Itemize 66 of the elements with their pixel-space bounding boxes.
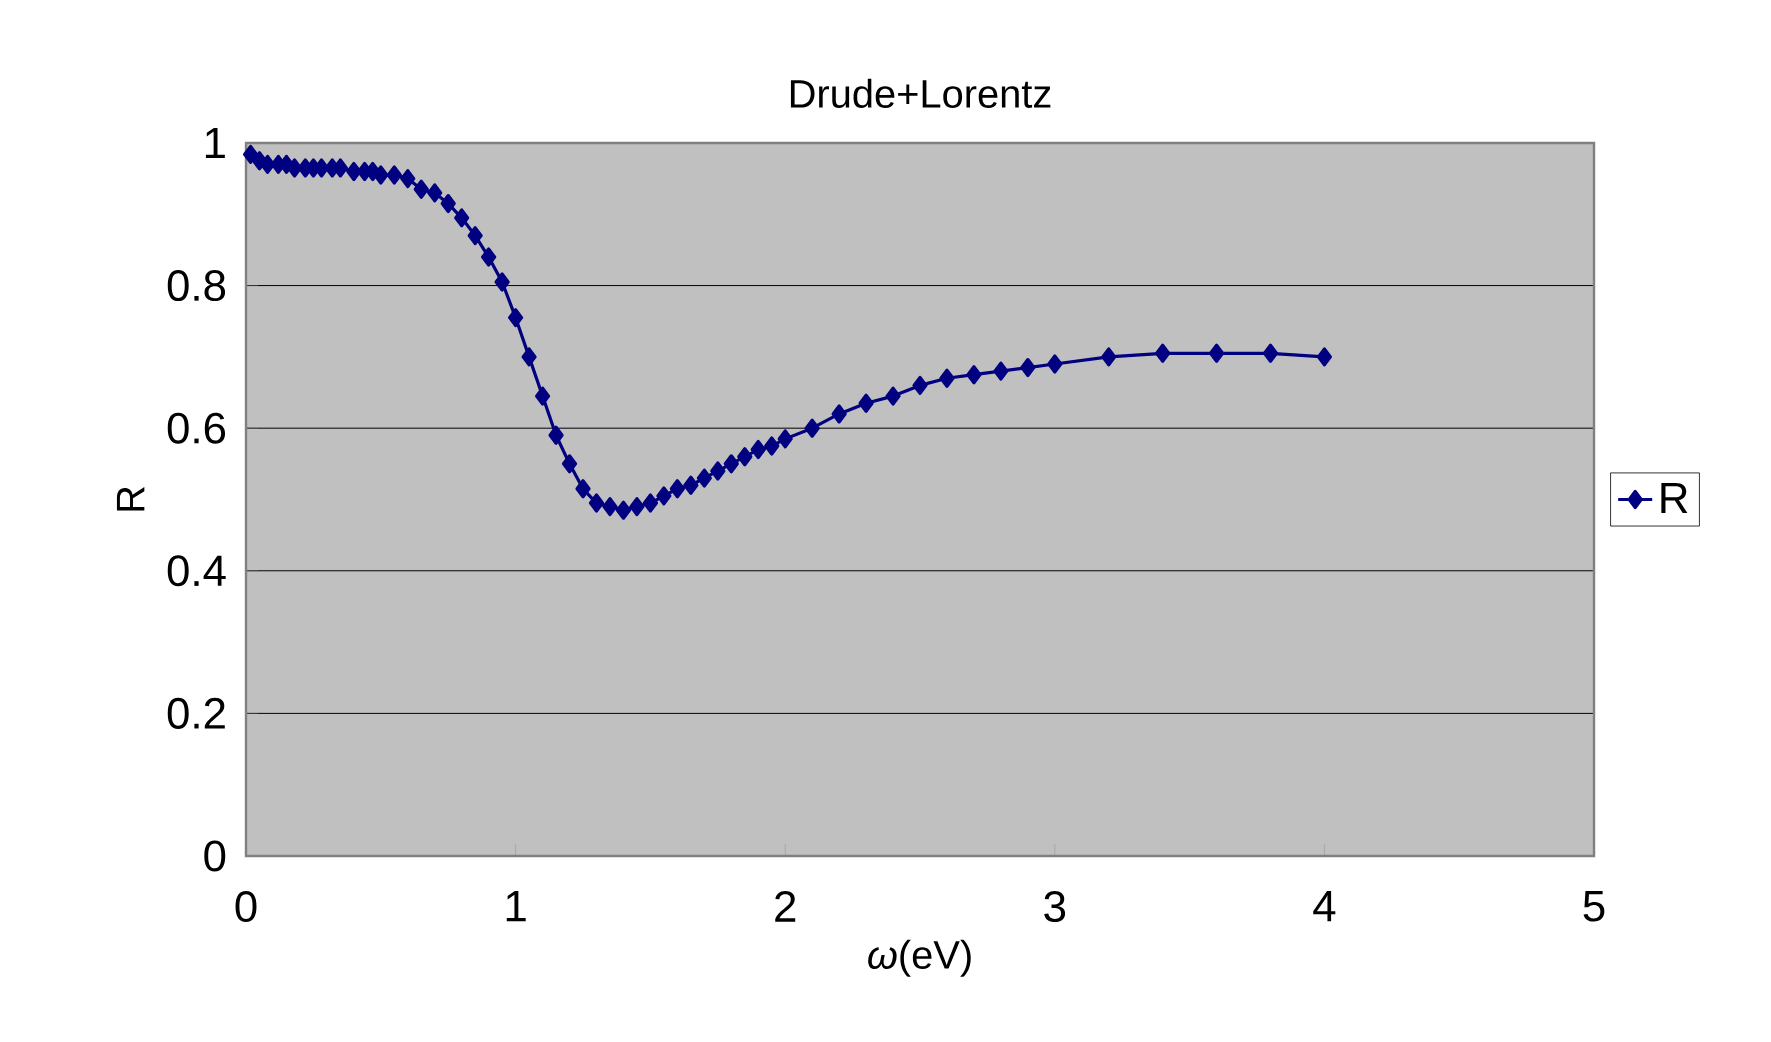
- y-tick-label: 0.2: [167, 697, 225, 729]
- point: [467, 226, 483, 246]
- point: [615, 500, 632, 520]
- point: [427, 183, 443, 203]
- point: [561, 454, 578, 474]
- x-tick-label: 2: [775, 891, 796, 922]
- point: [454, 208, 470, 228]
- point: [1020, 357, 1036, 378]
- y-tick-label: 1: [205, 127, 225, 159]
- point: [534, 386, 551, 406]
- x-tick-label: 5: [1583, 891, 1605, 922]
- point: [494, 272, 510, 292]
- x-axis-title: ω(eV): [868, 939, 971, 977]
- y-tick-label: 0.6: [167, 412, 226, 444]
- y-tick-label: 0: [204, 840, 226, 872]
- point: [1101, 347, 1117, 367]
- y-tick-label: 0.8: [167, 270, 226, 302]
- point: [777, 429, 793, 449]
- y-tick-label: 0.4: [167, 555, 226, 587]
- x-tick-label: 1: [506, 891, 526, 922]
- point: [858, 393, 874, 413]
- point: [575, 479, 591, 499]
- point: [386, 165, 402, 185]
- point: [939, 368, 955, 388]
- point: [588, 493, 605, 513]
- point: [548, 425, 564, 445]
- point: [912, 375, 928, 395]
- y-axis-title: R: [116, 486, 145, 511]
- point: [966, 365, 982, 385]
- point: [656, 486, 672, 506]
- point: [737, 447, 753, 467]
- point: [750, 439, 766, 460]
- point: [642, 493, 659, 513]
- x-tick-label: 4: [1313, 891, 1336, 922]
- point: [831, 404, 847, 424]
- point: [259, 154, 276, 174]
- point: [286, 158, 303, 178]
- point: [1262, 343, 1279, 363]
- point: [710, 461, 726, 481]
- x-tick-label: 0: [235, 891, 257, 923]
- point: [440, 193, 456, 214]
- chart-title: Drude+Lorentz: [790, 78, 1051, 108]
- point: [885, 386, 901, 406]
- point: [413, 179, 429, 199]
- point: [521, 347, 537, 367]
- point: [508, 308, 524, 328]
- point: [1316, 347, 1333, 367]
- point: [1155, 343, 1171, 363]
- x-tick-label: 3: [1044, 891, 1066, 923]
- legend-label: R: [1661, 482, 1688, 514]
- point: [1047, 354, 1063, 374]
- point: [346, 161, 362, 182]
- point: [629, 497, 645, 517]
- point: [1208, 343, 1225, 363]
- point: [696, 468, 712, 488]
- point: [683, 475, 699, 495]
- point: [373, 165, 389, 185]
- point: [400, 169, 416, 189]
- point: [764, 436, 780, 456]
- point: [481, 247, 497, 267]
- point: [993, 361, 1009, 381]
- point: [602, 497, 618, 517]
- point: [804, 418, 820, 438]
- point: [669, 479, 685, 499]
- point: [723, 454, 739, 474]
- point: [242, 144, 259, 164]
